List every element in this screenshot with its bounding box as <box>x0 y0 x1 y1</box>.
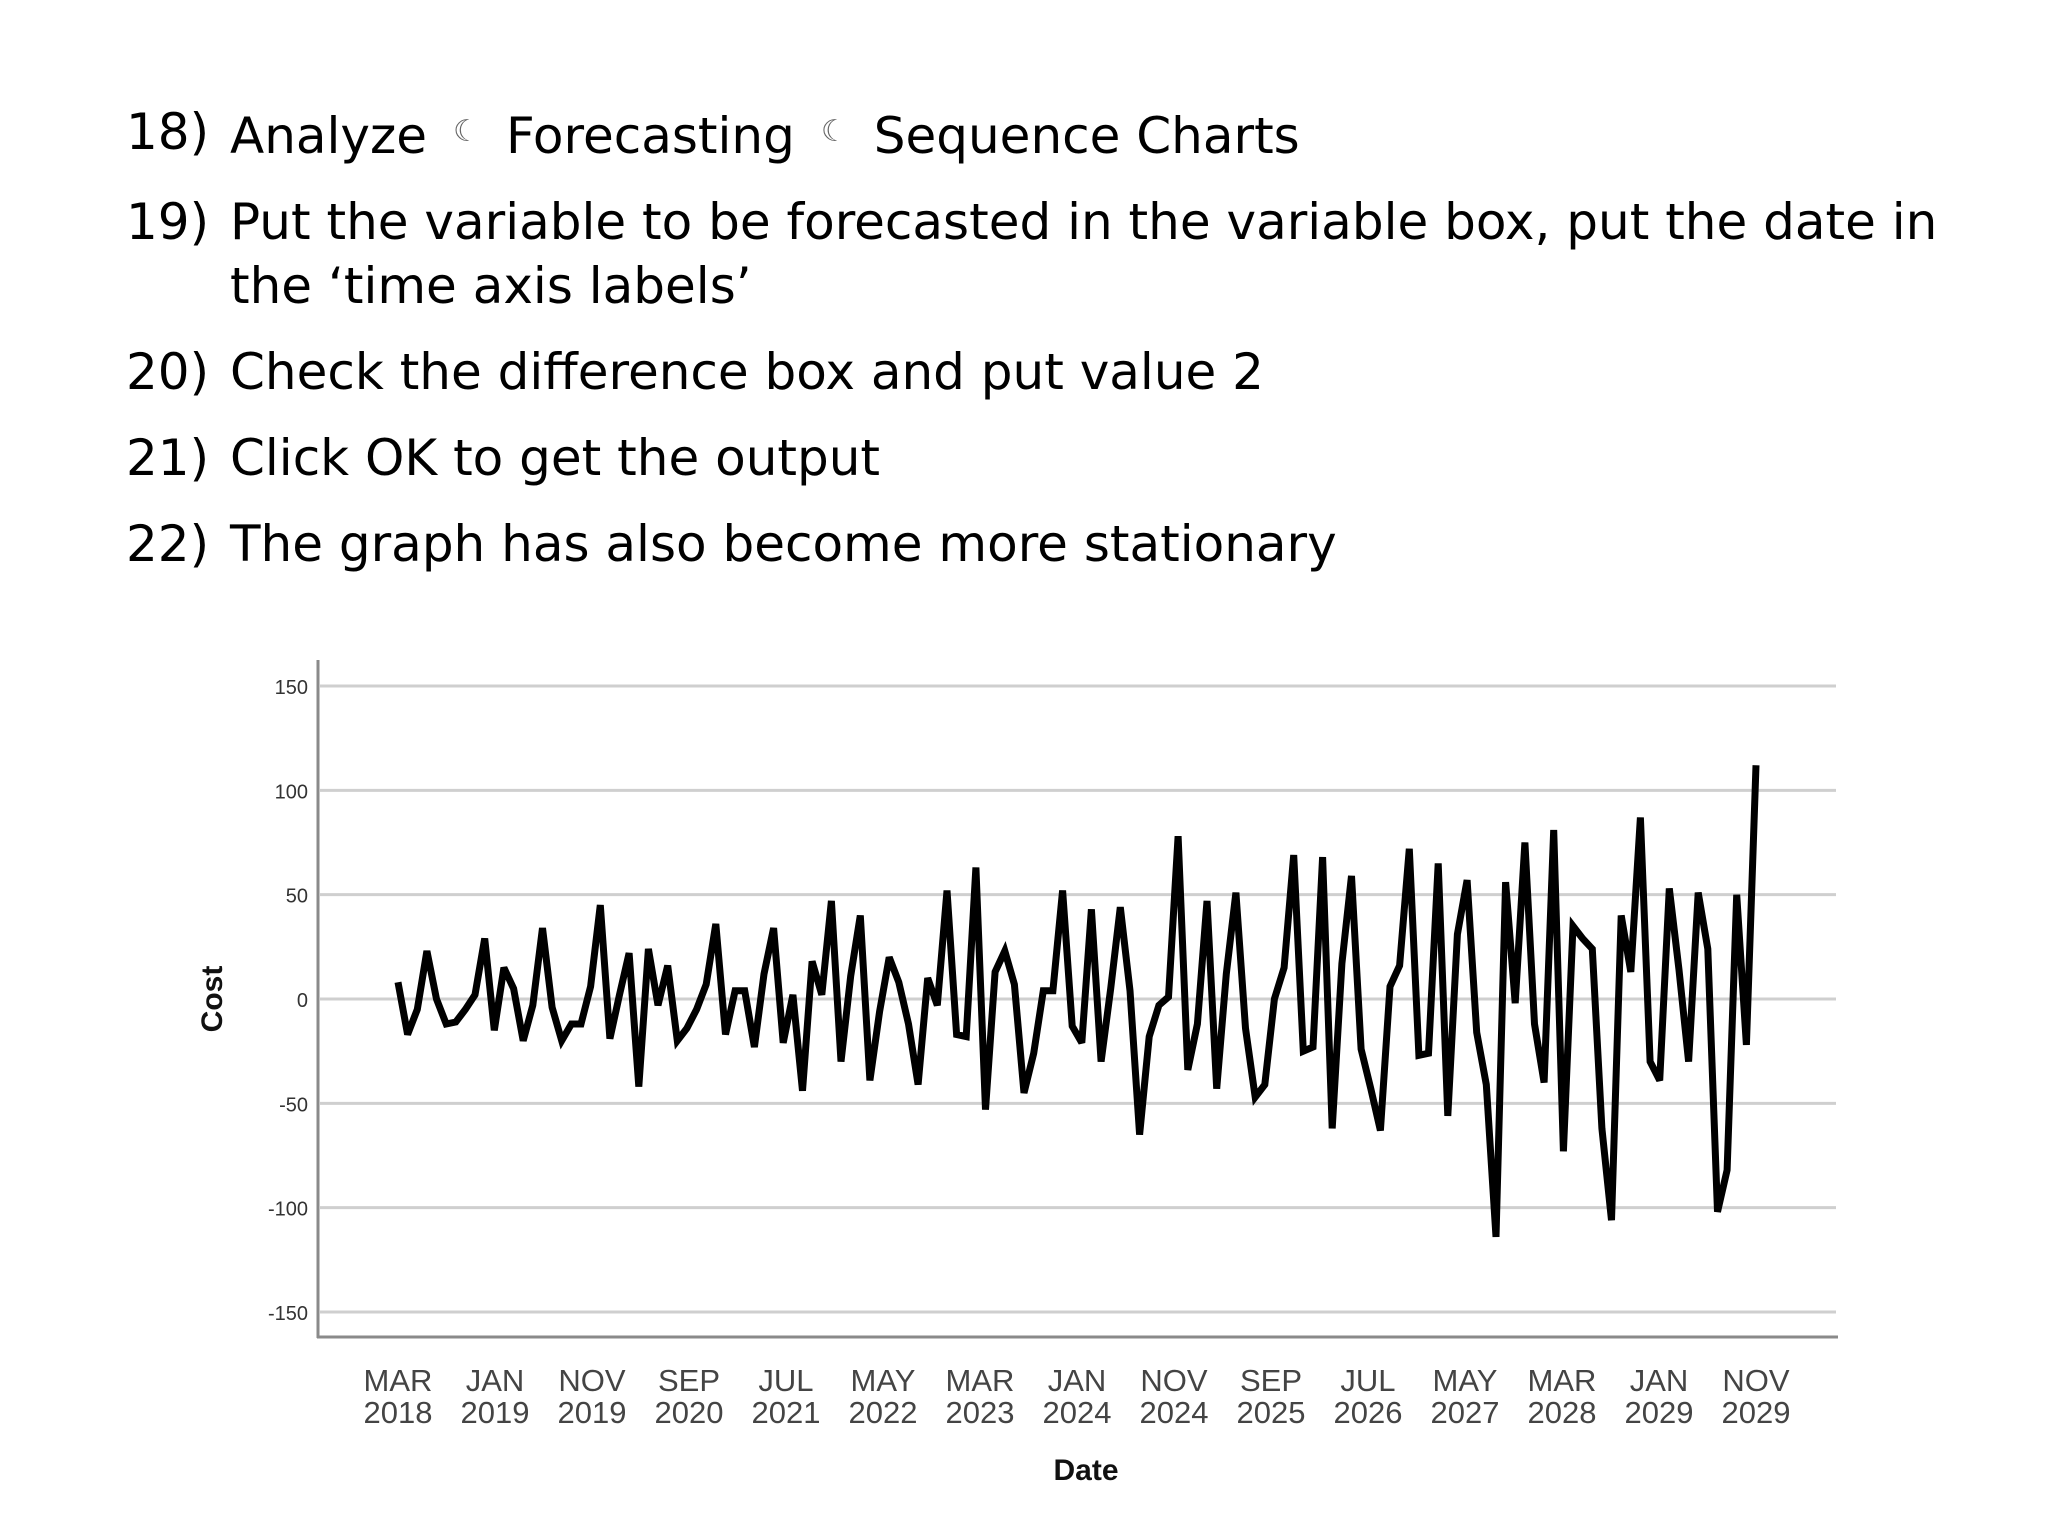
y-tick-label: 150 <box>275 677 308 699</box>
x-tick-year: 2028 <box>1528 1395 1597 1430</box>
x-tick-month: JAN <box>1048 1363 1107 1398</box>
y-tick-label: -50 <box>279 1094 308 1116</box>
cost-series-line <box>394 765 1760 1238</box>
x-tick-month: MAR <box>946 1363 1015 1398</box>
y-tick-label: 0 <box>297 990 308 1012</box>
x-tick-year: 2023 <box>946 1395 1015 1430</box>
y-tick-label: 100 <box>275 781 308 803</box>
y-tick-label: -100 <box>268 1199 308 1221</box>
x-tick-year: 2029 <box>1625 1395 1694 1430</box>
x-tick-month: JUL <box>758 1363 813 1398</box>
step-text: Click OK to get the output <box>230 429 881 487</box>
x-tick-month: JAN <box>466 1363 525 1398</box>
step-text: The graph has also become more stationar… <box>230 515 1337 573</box>
menu-path-sequence-charts: Sequence Charts <box>873 107 1300 165</box>
x-tick-month: SEP <box>1240 1363 1302 1398</box>
x-axis-ticks: MAR2018JAN2019NOV2019SEP2020JUL2021MAY20… <box>364 1363 1791 1430</box>
step-text: Check the difference box and put value 2 <box>230 343 1264 401</box>
x-tick-year: 2024 <box>1043 1395 1112 1430</box>
x-tick-year: 2022 <box>849 1395 918 1430</box>
step-20: 20) Check the difference box and put val… <box>126 340 1986 404</box>
x-tick-year: 2019 <box>558 1395 627 1430</box>
x-tick-year: 2029 <box>1722 1395 1791 1430</box>
crescent-moon-icon: ☾ <box>820 114 848 149</box>
x-tick-month: SEP <box>658 1363 720 1398</box>
x-tick-year: 2025 <box>1237 1395 1306 1430</box>
step-number: 22) <box>126 515 210 573</box>
step-19: 19) Put the variable to be forecasted in… <box>126 190 1986 318</box>
x-tick-year: 2020 <box>655 1395 724 1430</box>
step-18: 18) Analyze ☾ Forecasting ☾ Sequence Charts <box>126 100 1986 168</box>
sequence-chart: 150 100 50 0 -50 -100 -150 MAR 2018 JAN 2019 NOV 20… <box>0 640 2048 1520</box>
x-tick-year: 2024 <box>1140 1395 1209 1430</box>
x-tick-month: NOV <box>1140 1363 1208 1398</box>
menu-path-analyze: Analyze <box>230 107 428 165</box>
x-tick-month: JAN <box>1630 1363 1689 1398</box>
step-text: Analyze ☾ Forecasting ☾ Sequence Charts <box>230 100 1986 168</box>
menu-path-forecasting: Forecasting <box>505 107 795 165</box>
x-tick-year: 2027 <box>1431 1395 1500 1430</box>
x-tick-month: MAY <box>1433 1363 1498 1398</box>
step-number: 19) <box>126 193 210 251</box>
x-tick-year: 2019 <box>461 1395 530 1430</box>
x-tick-month: JUL <box>1340 1363 1395 1398</box>
x-axis-title: Date <box>1053 1454 1118 1487</box>
x-tick-month: MAR <box>364 1363 433 1398</box>
instruction-list: 18) Analyze ☾ Forecasting ☾ Sequence Charts … <box>126 100 1986 598</box>
x-tick-month: MAY <box>851 1363 916 1398</box>
gridlines <box>320 684 1836 1314</box>
step-number: 18) <box>126 103 210 161</box>
x-tick-year: 2021 <box>752 1395 821 1430</box>
step-22: 22) The graph has also become more stati… <box>126 512 1986 576</box>
x-tick-year: 2026 <box>1334 1395 1403 1430</box>
step-number: 21) <box>126 429 210 487</box>
x-tick-month: MAR <box>1528 1363 1597 1398</box>
y-tick-label: 50 <box>286 886 308 908</box>
x-tick-year: 2018 <box>364 1395 433 1430</box>
y-tick-label: -150 <box>268 1303 308 1325</box>
crescent-moon-icon: ☾ <box>453 114 480 149</box>
step-number: 20) <box>126 343 210 401</box>
x-tick-month: NOV <box>558 1363 626 1398</box>
x-tick-month: NOV <box>1722 1363 1790 1398</box>
y-axis-title: Cost <box>196 966 229 1033</box>
y-axis-ticks: 150 100 50 0 -50 -100 -150 <box>268 677 308 1325</box>
step-21: 21) Click OK to get the output <box>126 426 1986 490</box>
step-text: Put the variable to be forecasted in the… <box>230 193 1938 315</box>
